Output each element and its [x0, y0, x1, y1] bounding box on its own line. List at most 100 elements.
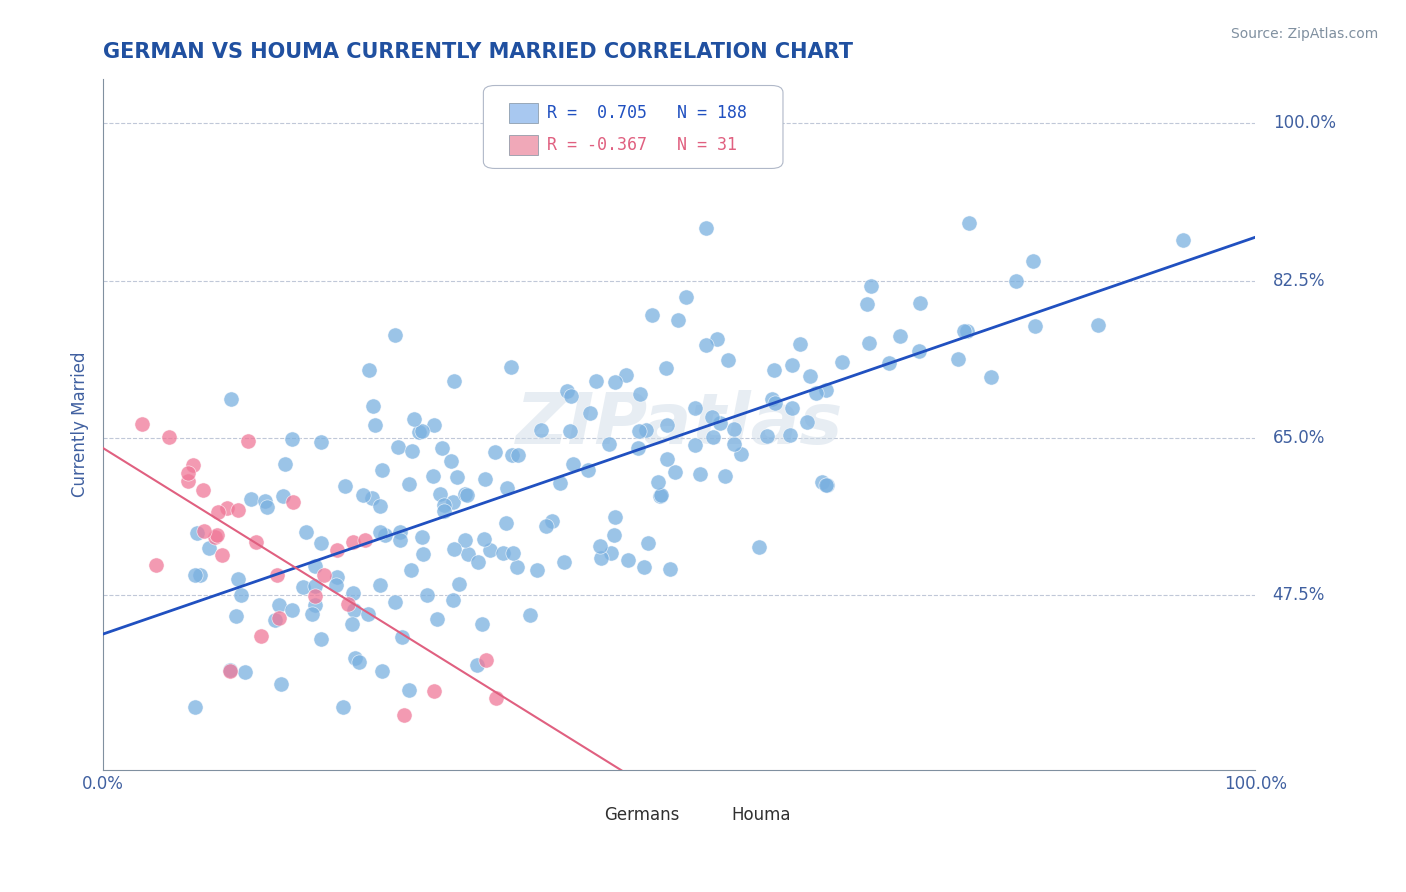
- Point: [145, 558, 167, 572]
- Bar: [509, 103, 537, 123]
- Point: [560, 424, 582, 438]
- Point: [614, 368, 637, 383]
- Point: [408, 425, 430, 440]
- Point: [877, 356, 900, 370]
- Point: [131, 417, 153, 431]
- Point: [641, 308, 664, 322]
- Point: [664, 465, 686, 479]
- Point: [342, 585, 364, 599]
- Point: [281, 602, 304, 616]
- Point: [211, 548, 233, 562]
- Point: [304, 559, 326, 574]
- Point: [370, 500, 392, 514]
- Point: [267, 599, 290, 613]
- Point: [447, 577, 470, 591]
- Point: [454, 533, 477, 547]
- Point: [430, 441, 453, 455]
- Point: [706, 332, 728, 346]
- Point: [472, 532, 495, 546]
- Point: [335, 479, 357, 493]
- Text: R =  0.705   N = 188: R = 0.705 N = 188: [547, 104, 747, 122]
- Point: [858, 336, 880, 351]
- Point: [860, 278, 883, 293]
- Point: [231, 588, 253, 602]
- Point: [304, 598, 326, 612]
- Point: [217, 501, 239, 516]
- Point: [398, 477, 420, 491]
- Point: [326, 543, 349, 558]
- Point: [157, 430, 180, 444]
- Point: [491, 546, 513, 560]
- Point: [281, 432, 304, 446]
- Point: [465, 658, 488, 673]
- Point: [814, 383, 837, 397]
- Point: [312, 567, 335, 582]
- Point: [374, 528, 396, 542]
- Point: [256, 500, 278, 514]
- Point: [456, 488, 478, 502]
- Point: [342, 535, 364, 549]
- Point: [402, 412, 425, 426]
- Point: [541, 514, 564, 528]
- Text: Germans: Germans: [605, 805, 679, 824]
- Point: [368, 577, 391, 591]
- Point: [371, 463, 394, 477]
- Point: [389, 533, 412, 547]
- Point: [361, 399, 384, 413]
- Point: [598, 437, 620, 451]
- Point: [655, 417, 678, 432]
- Point: [714, 469, 737, 483]
- Point: [384, 595, 406, 609]
- Text: 100.0%: 100.0%: [1272, 114, 1336, 133]
- Point: [441, 495, 464, 509]
- Point: [980, 370, 1002, 384]
- Text: GERMAN VS HOUMA CURRENTLY MARRIED CORRELATION CHART: GERMAN VS HOUMA CURRENTLY MARRIED CORREL…: [103, 42, 853, 62]
- Point: [292, 580, 315, 594]
- Point: [422, 468, 444, 483]
- Point: [332, 700, 354, 714]
- Point: [423, 417, 446, 432]
- Point: [443, 374, 465, 388]
- Point: [454, 487, 477, 501]
- Point: [856, 297, 879, 311]
- Point: [628, 424, 651, 438]
- Point: [659, 561, 682, 575]
- Point: [309, 536, 332, 550]
- Point: [650, 488, 672, 502]
- Point: [553, 555, 575, 569]
- Point: [186, 525, 208, 540]
- Point: [181, 458, 204, 472]
- Text: R = -0.367   N = 31: R = -0.367 N = 31: [547, 136, 737, 154]
- Text: 65.0%: 65.0%: [1272, 429, 1324, 447]
- Point: [474, 472, 496, 486]
- Point: [443, 541, 465, 556]
- Point: [204, 531, 226, 545]
- Point: [412, 547, 434, 561]
- Point: [188, 567, 211, 582]
- Point: [236, 434, 259, 448]
- Point: [502, 545, 524, 559]
- Point: [519, 607, 541, 622]
- Point: [283, 495, 305, 509]
- Point: [205, 528, 228, 542]
- Point: [233, 665, 256, 680]
- Point: [755, 428, 778, 442]
- Point: [388, 525, 411, 540]
- Point: [304, 579, 326, 593]
- Point: [401, 444, 423, 458]
- Point: [782, 401, 804, 416]
- Point: [562, 458, 585, 472]
- Point: [908, 344, 931, 359]
- Point: [685, 401, 707, 416]
- Point: [796, 415, 818, 429]
- Point: [723, 422, 745, 436]
- Point: [666, 313, 689, 327]
- Point: [605, 376, 627, 390]
- Point: [441, 593, 464, 607]
- Point: [485, 690, 508, 705]
- Point: [956, 324, 979, 338]
- Text: 47.5%: 47.5%: [1272, 586, 1324, 604]
- Point: [344, 651, 367, 665]
- Point: [361, 491, 384, 505]
- Point: [301, 607, 323, 621]
